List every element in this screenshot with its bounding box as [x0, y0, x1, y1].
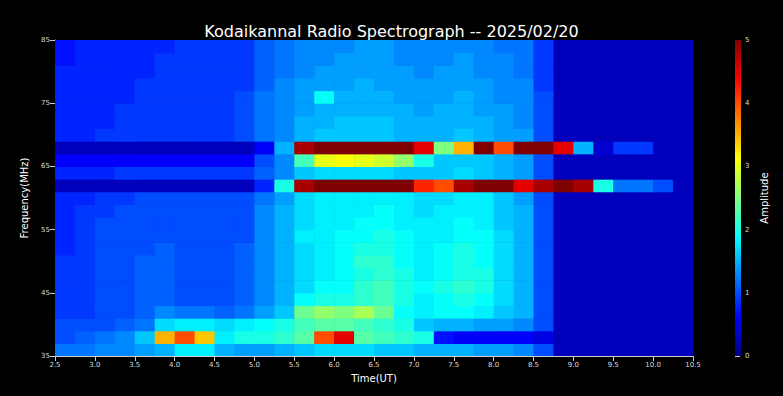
svg-text:2: 2: [745, 226, 749, 234]
svg-text:3: 3: [745, 162, 749, 170]
svg-text:Frequency(MHz): Frequency(MHz): [19, 157, 30, 238]
svg-text:85: 85: [41, 36, 50, 44]
svg-text:4.5: 4.5: [209, 361, 220, 369]
svg-text:Amplitude: Amplitude: [759, 172, 770, 223]
svg-text:10.0: 10.0: [645, 361, 661, 369]
svg-text:6.0: 6.0: [329, 361, 340, 369]
svg-text:35: 35: [41, 352, 50, 360]
svg-text:8.5: 8.5: [528, 361, 539, 369]
svg-text:8.0: 8.0: [488, 361, 499, 369]
svg-text:4: 4: [745, 99, 750, 107]
svg-text:5.5: 5.5: [289, 361, 300, 369]
svg-text:5: 5: [745, 36, 749, 44]
svg-text:65: 65: [41, 162, 50, 170]
svg-text:7.0: 7.0: [408, 361, 419, 369]
svg-text:Time(UT): Time(UT): [350, 373, 397, 384]
svg-text:75: 75: [41, 99, 50, 107]
svg-text:55: 55: [41, 226, 50, 234]
svg-text:4.0: 4.0: [169, 361, 180, 369]
svg-text:3.0: 3.0: [89, 361, 100, 369]
svg-text:10.5: 10.5: [685, 361, 701, 369]
svg-text:7.5: 7.5: [448, 361, 459, 369]
svg-text:6.5: 6.5: [368, 361, 379, 369]
svg-text:Kodaikannal Radio Spectrograph: Kodaikannal Radio Spectrograph -- 2025/0…: [204, 22, 578, 41]
svg-text:0: 0: [745, 352, 749, 360]
svg-text:9.5: 9.5: [608, 361, 619, 369]
svg-text:2.5: 2.5: [49, 361, 60, 369]
svg-text:9.0: 9.0: [568, 361, 579, 369]
svg-text:45: 45: [41, 289, 50, 297]
svg-text:1: 1: [745, 289, 749, 297]
svg-text:3.5: 3.5: [129, 361, 140, 369]
svg-text:5.0: 5.0: [249, 361, 260, 369]
